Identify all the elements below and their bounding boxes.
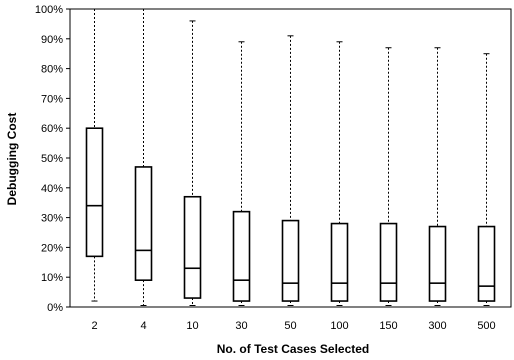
iqr-box — [85, 127, 104, 258]
y-tick-label: 50% — [41, 153, 63, 165]
y-axis-title: Debugging Cost — [5, 113, 19, 206]
iqr-box — [379, 222, 398, 302]
iqr-box — [477, 225, 496, 302]
iqr-box — [232, 210, 251, 302]
iqr-box — [330, 222, 349, 302]
y-tick-label: 10% — [41, 272, 63, 284]
x-tick-label: 500 — [477, 320, 495, 332]
iqr-box — [428, 225, 447, 302]
box-300 — [428, 47, 447, 307]
y-tick-label: 0% — [47, 302, 63, 314]
x-tick-label: 2 — [91, 320, 97, 332]
x-tick-label: 4 — [140, 320, 146, 332]
iqr-box — [183, 195, 202, 299]
box-500 — [477, 53, 496, 307]
x-tick-label: 100 — [330, 320, 348, 332]
x-tick-label: 50 — [284, 320, 296, 332]
x-axis-title: No. of Test Cases Selected — [217, 342, 370, 356]
box-50 — [281, 35, 300, 307]
box-30 — [232, 41, 251, 307]
iqr-box — [281, 219, 300, 302]
y-tick-label: 80% — [41, 64, 63, 76]
x-axis-ticks: 2 4 10 30 50 100 150 300 500 — [91, 320, 495, 332]
y-tick-label: 20% — [41, 242, 63, 254]
box-150 — [379, 47, 398, 307]
x-tick-label: 10 — [186, 320, 198, 332]
box-series — [85, 8, 496, 307]
y-axis-ticks: 0% 10% 20% 30% 40% 50% 60% 70% 80% 90% 100% — [35, 4, 70, 314]
x-tick-label: 150 — [379, 320, 397, 332]
y-tick-label: 60% — [41, 123, 63, 135]
box-100 — [330, 41, 349, 307]
iqr-box — [134, 166, 153, 281]
box-4 — [134, 8, 153, 307]
x-tick-label: 300 — [428, 320, 446, 332]
y-tick-label: 30% — [41, 213, 63, 225]
box-10 — [183, 20, 202, 307]
y-tick-label: 40% — [41, 183, 63, 195]
y-tick-label: 70% — [41, 93, 63, 105]
y-tick-label: 90% — [41, 34, 63, 46]
box-2 — [85, 8, 104, 302]
x-tick-label: 30 — [235, 320, 247, 332]
y-tick-label: 100% — [35, 4, 63, 16]
